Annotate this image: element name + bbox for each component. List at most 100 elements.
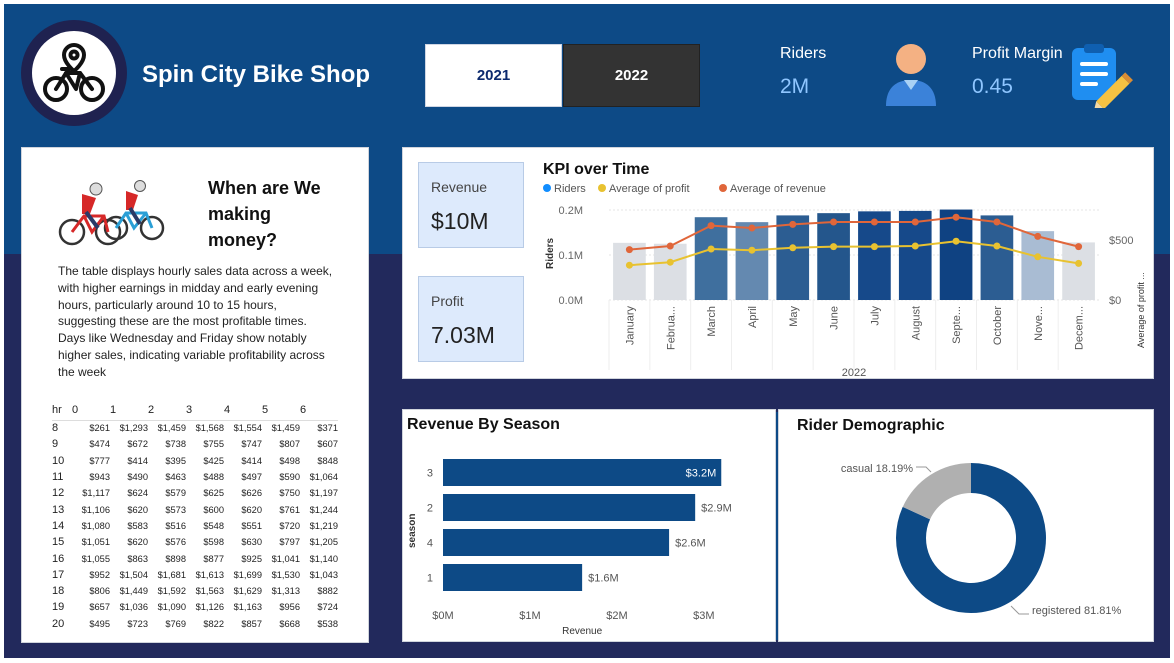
sales-cell: $1,041 <box>271 553 300 564</box>
revenue-point <box>870 218 878 226</box>
sales-cell: $1,629 <box>233 586 262 597</box>
revenue-point <box>789 220 797 228</box>
sales-cell: $807 <box>279 439 300 450</box>
sales-cell: $761 <box>279 504 300 515</box>
x-axis-title: 2022 <box>842 367 866 379</box>
sales-cell: $516 <box>165 520 186 531</box>
sales-cell: $668 <box>279 618 300 629</box>
sales-cell: $747 <box>241 439 262 450</box>
season-bar <box>443 564 583 591</box>
legend-marker <box>543 184 551 192</box>
kpi-over-time-chart: Riders Average of profit Average of revenu… <box>543 183 1146 379</box>
sales-cell: $579 <box>165 488 186 499</box>
label-leader <box>1010 605 1029 615</box>
sales-cell: $548 <box>203 520 224 531</box>
riders-bar <box>980 215 1014 300</box>
profit-point <box>707 245 715 253</box>
year-2021-button[interactable]: 2021 <box>425 44 562 107</box>
money-panel: When are We making money? The table disp… <box>21 147 369 643</box>
sales-cell: $755 <box>203 439 224 450</box>
revenue-point <box>707 222 715 230</box>
revenue-point <box>748 224 756 232</box>
sales-cell: $414 <box>127 455 148 466</box>
table-row: 19 $657 $1,036 $1,090 $1,126 $1,163 $956 $724 <box>52 599 338 615</box>
y-tick-label: 0.1M <box>559 250 583 262</box>
profit-margin-label: Profit Margin <box>972 45 1063 62</box>
sales-cell: $630 <box>241 537 262 548</box>
legend-marker <box>598 184 606 192</box>
profit-point <box>1075 259 1083 267</box>
kpi-chart-title: KPI over Time <box>543 161 650 178</box>
season-bar <box>443 529 670 556</box>
money-question: When are We making money? <box>208 178 321 250</box>
profit-line <box>629 240 1079 267</box>
riders-bar <box>817 213 850 300</box>
sales-cell: $620 <box>241 504 262 515</box>
revenue-by-season-chart: 3 $3.2M 2 $2.9M 4 $2.6M 1 $1.6M $0M $1M $2M $3M Reve… <box>407 459 732 637</box>
year-2022-button[interactable]: 2022 <box>563 44 700 107</box>
sales-cell: $551 <box>241 520 262 531</box>
sales-cell: $371 <box>317 423 338 434</box>
revenue-card-label: Revenue <box>431 179 488 195</box>
sales-cell: $1,055 <box>81 553 110 564</box>
sales-cell: $495 <box>89 618 110 629</box>
sales-cell: $797 <box>279 537 300 548</box>
sales-cell: $822 <box>203 618 224 629</box>
sales-cell: $620 <box>127 504 148 515</box>
sales-cell: $1,613 <box>195 569 224 580</box>
profit-point <box>911 242 919 250</box>
riders-label: Riders <box>780 45 827 62</box>
x-tick-label: January <box>624 306 636 346</box>
sales-cell: $1,568 <box>195 423 224 434</box>
sales-cell: $777 <box>89 455 110 466</box>
sales-cell: $1,219 <box>309 520 338 531</box>
riders-bar <box>1062 242 1095 300</box>
profit-point <box>993 242 1001 250</box>
x-tick-label: April <box>747 306 759 328</box>
sales-cell: $956 <box>279 602 300 613</box>
hour-cell: 14 <box>52 519 65 532</box>
hr-header: hr <box>52 403 62 416</box>
y2-tick-label: $500 <box>1109 235 1133 247</box>
revenue-card-value: $10M <box>431 208 489 234</box>
sales-cell: $1,043 <box>309 569 338 580</box>
cyclists-illustration <box>56 180 168 255</box>
day-header: 2 <box>148 403 155 416</box>
revenue-point <box>666 242 674 250</box>
sales-cell: $488 <box>203 472 224 483</box>
season-data-label: $3.2M <box>686 468 717 480</box>
table-row: 9 $474 $672 $738 $755 $747 $807 $607 <box>52 436 338 452</box>
revenue-point <box>993 218 1001 226</box>
sales-cell: $1,140 <box>309 553 338 564</box>
sales-cell: $490 <box>127 472 148 483</box>
registered-label: registered 81.81% <box>1032 605 1121 617</box>
sales-cell: $414 <box>241 455 262 466</box>
user-icon <box>882 42 940 113</box>
sales-cell: $1,563 <box>195 586 224 597</box>
sales-cell: $598 <box>203 537 224 548</box>
x-tick-label: Septe... <box>951 306 963 344</box>
riders-bar <box>653 243 687 300</box>
sales-cell: $1,459 <box>271 423 300 434</box>
donut-slice-registered <box>896 463 1046 613</box>
season-tick-label: 4 <box>427 538 433 550</box>
sales-cell: $898 <box>165 553 186 564</box>
legend-entry: Average of revenue <box>730 183 826 195</box>
sales-cell: $750 <box>279 488 300 499</box>
sales-cell: $723 <box>127 618 148 629</box>
x-tick-label: March <box>706 306 718 337</box>
sales-cell: $769 <box>165 618 186 629</box>
sales-cell: $1,699 <box>233 569 262 580</box>
hour-cell: 18 <box>52 585 65 598</box>
sales-cell: $1,090 <box>157 602 186 613</box>
riders-value: 2M <box>780 75 810 98</box>
profit-point <box>1034 253 1042 261</box>
sales-cell: $583 <box>127 520 148 531</box>
riders-bar <box>858 211 891 300</box>
revenue-point <box>1034 232 1042 240</box>
sales-cell: $925 <box>241 553 262 564</box>
season-data-label: $2.6M <box>675 538 706 550</box>
profit-card: Profit 7.03M <box>418 276 524 362</box>
sales-cell: $1,313 <box>271 586 300 597</box>
hour-cell: 17 <box>52 568 65 581</box>
